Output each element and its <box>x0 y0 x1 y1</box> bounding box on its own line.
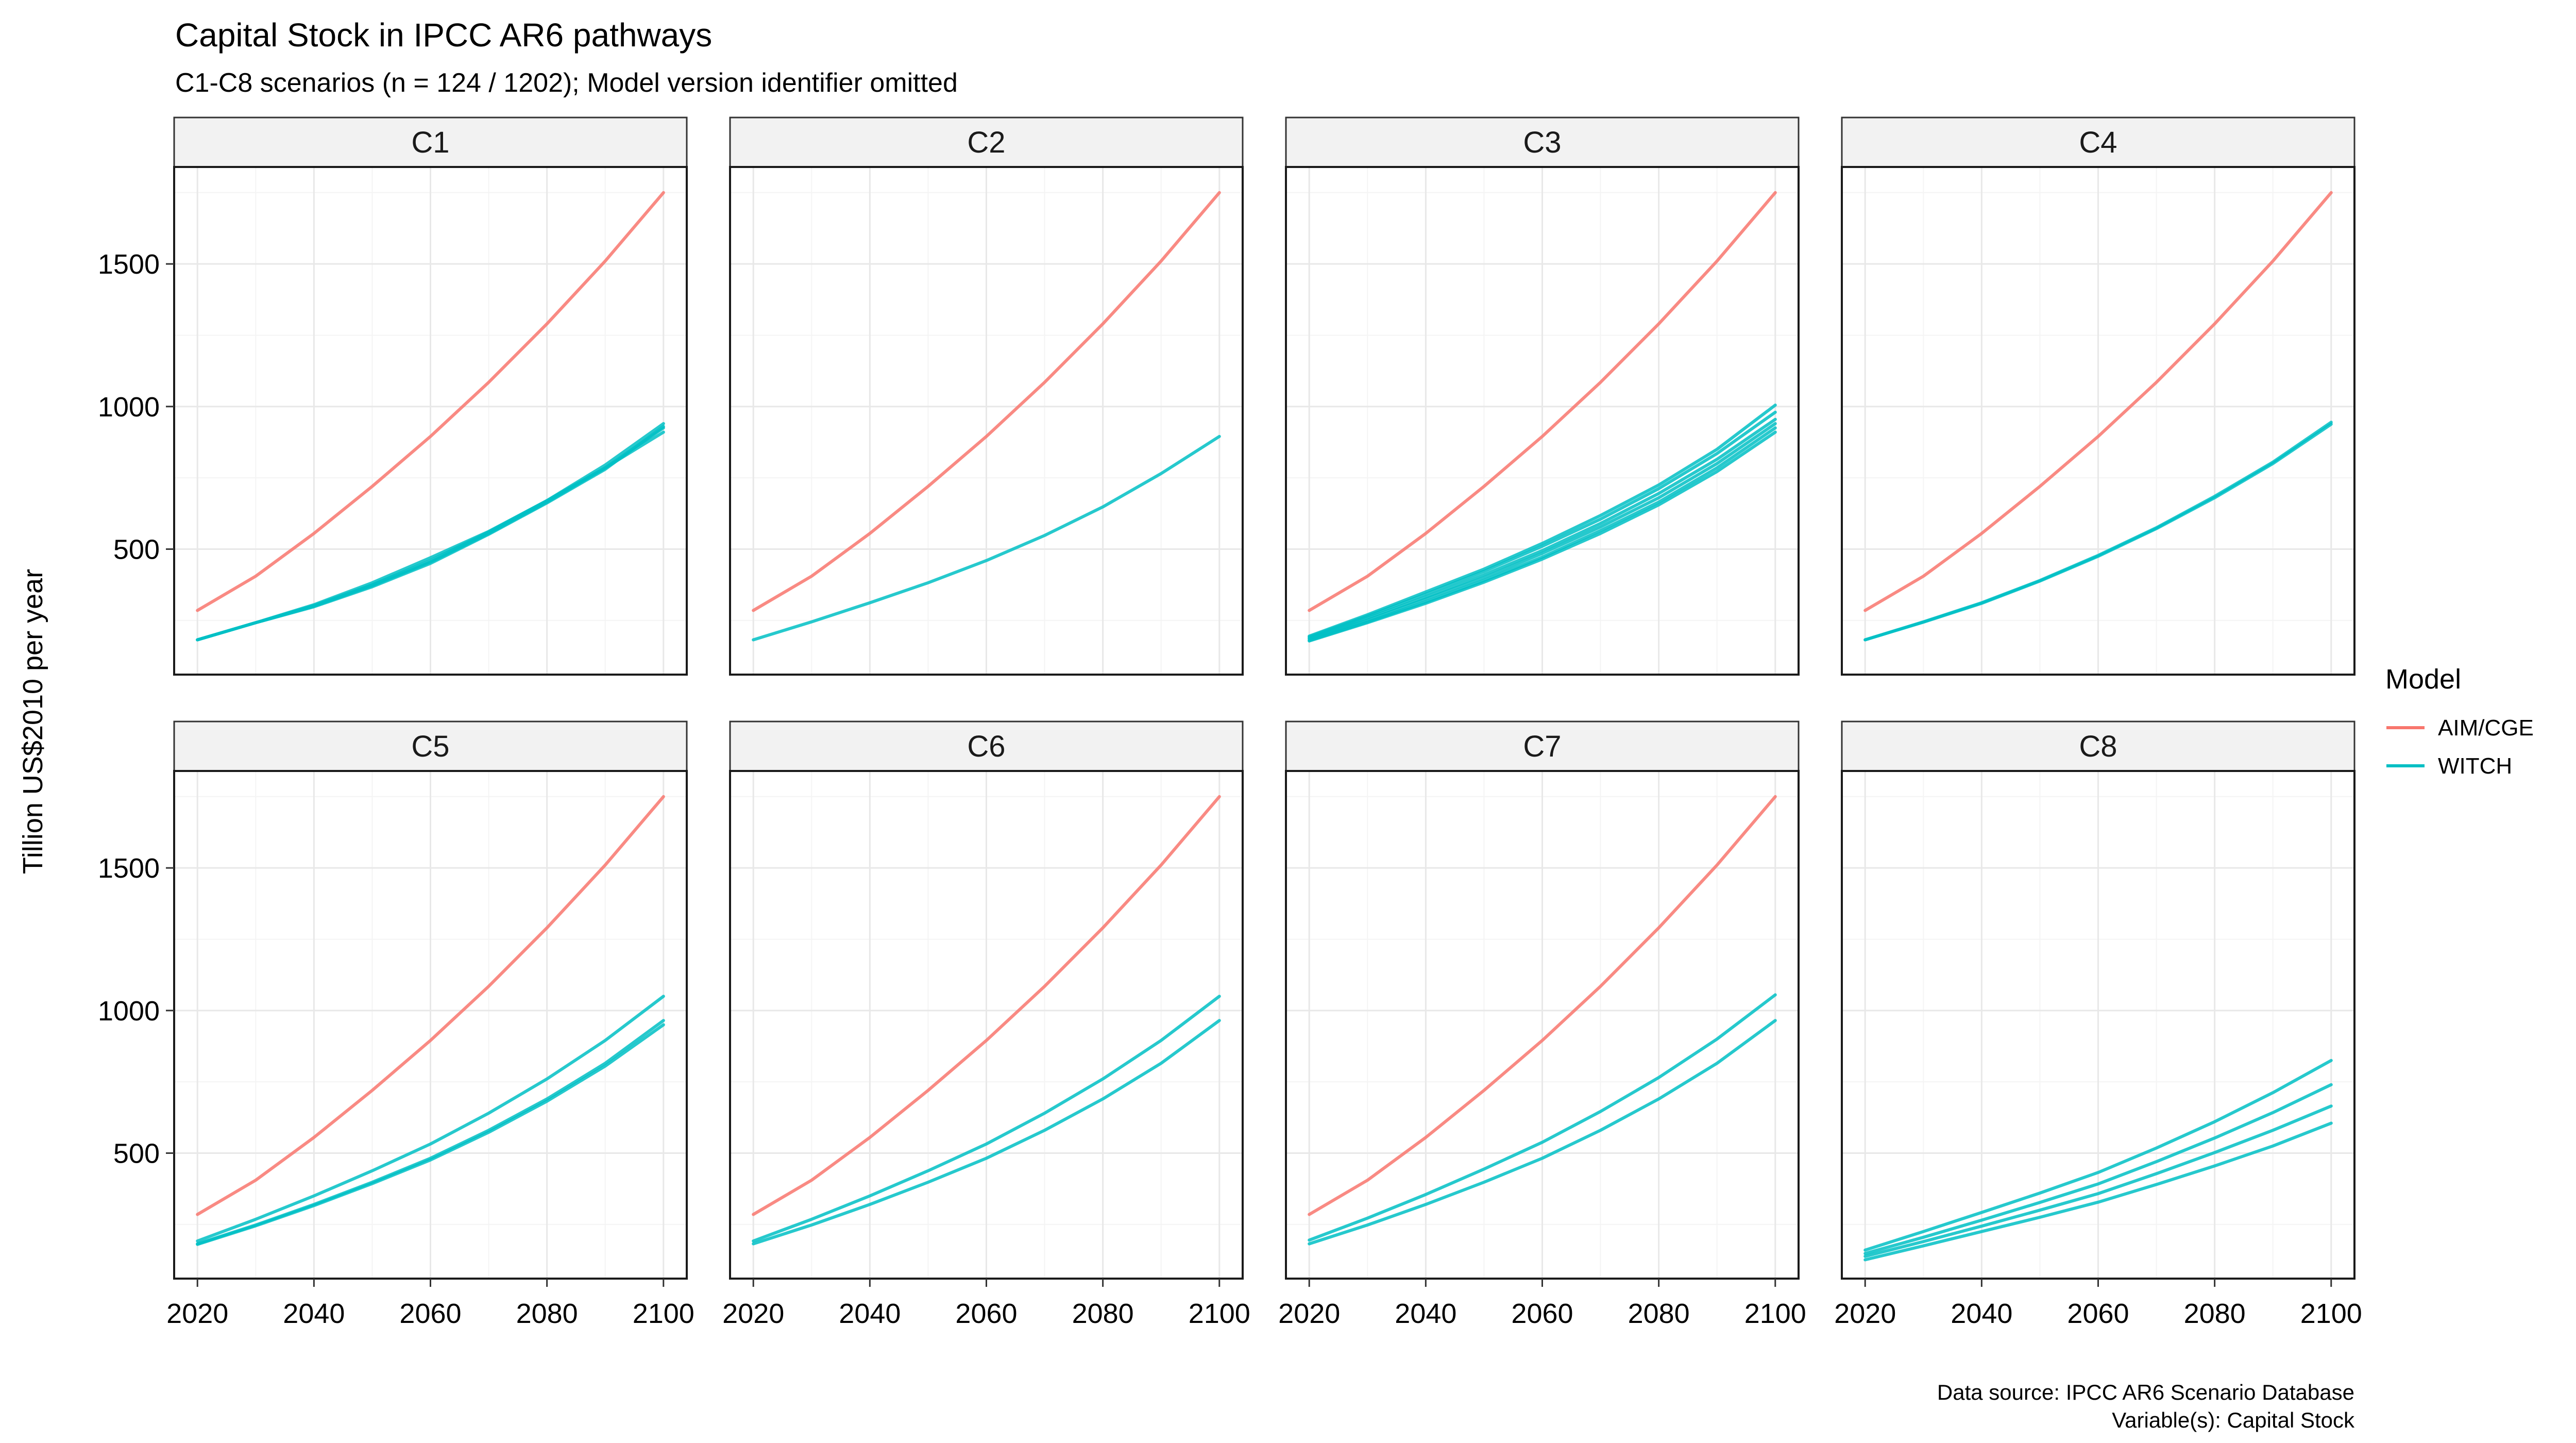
facet-panel-c3: C3 <box>1285 116 1800 676</box>
facet-strip <box>729 116 1244 168</box>
x-tick-label: 2080 <box>1072 1298 1134 1329</box>
series-line-witch <box>196 1023 665 1246</box>
series-line-witch <box>1308 410 1777 639</box>
facet-strip <box>729 720 1244 772</box>
chart-title: Capital Stock in IPCC AR6 pathways <box>175 16 712 54</box>
facet-strip-label: C3 <box>1523 126 1561 159</box>
y-tick-label: 1000 <box>98 392 160 423</box>
x-tick-label: 2020 <box>722 1298 784 1329</box>
series-line-witch <box>752 995 1221 1243</box>
x-tick-label: 2040 <box>283 1298 345 1329</box>
series-line-aim-cge <box>752 191 1221 612</box>
y-axis-title: Tillion US$2010 per year <box>18 569 48 874</box>
x-tick-label: 2080 <box>2184 1298 2246 1329</box>
x-tick-label: 2100 <box>1744 1298 1806 1329</box>
y-tick-label: 1500 <box>98 853 160 884</box>
series-line-witch <box>1308 430 1777 643</box>
panel-border <box>1841 166 2355 676</box>
facet-strip <box>1841 116 2355 168</box>
series-line-witch <box>196 995 665 1243</box>
series-line-witch <box>1308 404 1777 638</box>
series-line-witch <box>1863 1083 2333 1255</box>
series-line-witch <box>1863 1059 2333 1252</box>
x-tick-label: 2060 <box>399 1298 461 1329</box>
y-tick-label: 500 <box>113 534 160 565</box>
series-line-aim-cge <box>196 795 665 1216</box>
facet-panel-c7: C7 2020 2040 2060 2080 2100 <box>1278 720 1806 1329</box>
facet-panel-c8: C8 2020 2040 2060 2080 2100 <box>1834 720 2362 1329</box>
facet-strip <box>1841 720 2355 772</box>
series-line-aim-cge <box>1863 191 2333 612</box>
x-tick-label: 2080 <box>1628 1298 1690 1329</box>
x-tick-label: 2100 <box>2300 1298 2362 1329</box>
series-line-witch <box>752 1019 1221 1246</box>
facet-panel-c4: C4 <box>1841 116 2355 676</box>
series-line-witch <box>1863 1121 2333 1262</box>
series-line-witch <box>196 425 665 642</box>
y-tick-label: 1500 <box>98 249 160 280</box>
series-line-aim-cge <box>1308 191 1777 612</box>
x-tick-label: 2040 <box>1395 1298 1456 1329</box>
chart-subtitle: C1-C8 scenarios (n = 124 / 1202); Model … <box>175 68 958 98</box>
series-line-aim-cge <box>752 795 1221 1216</box>
panel-border <box>1285 166 1800 676</box>
series-line-aim-cge <box>1308 795 1777 1216</box>
facet-panel-c6: C6 2020 2040 2060 2080 2100 <box>722 720 1250 1329</box>
x-tick-label: 2060 <box>1511 1298 1573 1329</box>
x-tick-label: 2060 <box>955 1298 1017 1329</box>
facet-strip <box>1285 116 1800 168</box>
x-tick-label: 2020 <box>1278 1298 1340 1329</box>
series-line-aim-cge <box>196 191 665 612</box>
panel-border <box>173 166 688 676</box>
x-tick-label: 2020 <box>166 1298 228 1329</box>
facet-strip-label: C5 <box>411 730 449 763</box>
series-line-witch <box>1308 993 1777 1242</box>
series-line-witch <box>1308 1019 1777 1246</box>
x-tick-label: 2060 <box>2067 1298 2129 1329</box>
series-line-witch <box>1863 1104 2333 1258</box>
y-tick-label: 1000 <box>98 996 160 1027</box>
x-tick-label: 2100 <box>633 1298 694 1329</box>
facet-panel-c1: C1 500 1000 1500 <box>98 116 688 676</box>
legend-label: AIM/CGE <box>2438 715 2534 741</box>
facet-strip-label: C4 <box>2079 126 2117 159</box>
facet-panels: C1 500 1000 1500 C2 C3 C4 C5 500 1000 1500 2020 2040… <box>98 116 2362 1329</box>
facet-strip-label: C7 <box>1523 730 1561 763</box>
series-line-witch <box>1863 423 2333 642</box>
series-line-witch <box>752 434 1221 642</box>
legend: Model AIM/CGE WITCH <box>2385 664 2534 779</box>
caption-line-2: Variable(s): Capital Stock <box>2112 1408 2355 1432</box>
x-tick-label: 2040 <box>1951 1298 2012 1329</box>
caption-line-1: Data source: IPCC AR6 Scenario Database <box>1937 1380 2354 1404</box>
facet-strip-label: C1 <box>411 126 449 159</box>
panel-border <box>729 166 1244 676</box>
facet-strip-label: C2 <box>967 126 1005 159</box>
legend-title: Model <box>2385 664 2461 695</box>
legend-label: WITCH <box>2438 753 2512 779</box>
x-tick-label: 2080 <box>516 1298 578 1329</box>
facet-panel-c2: C2 <box>729 116 1244 676</box>
facet-strip-label: C8 <box>2079 730 2117 763</box>
y-tick-label: 500 <box>113 1138 160 1169</box>
x-tick-label: 2020 <box>1834 1298 1896 1329</box>
series-line-witch <box>1308 417 1777 640</box>
series-line-witch <box>1308 422 1777 641</box>
facet-strip-label: C6 <box>967 730 1005 763</box>
x-tick-label: 2100 <box>1189 1298 1250 1329</box>
facet-panel-c5: C5 500 1000 1500 2020 2040 2060 2080 2100 <box>98 720 694 1329</box>
x-tick-label: 2040 <box>839 1298 901 1329</box>
facet-strip <box>173 116 688 168</box>
